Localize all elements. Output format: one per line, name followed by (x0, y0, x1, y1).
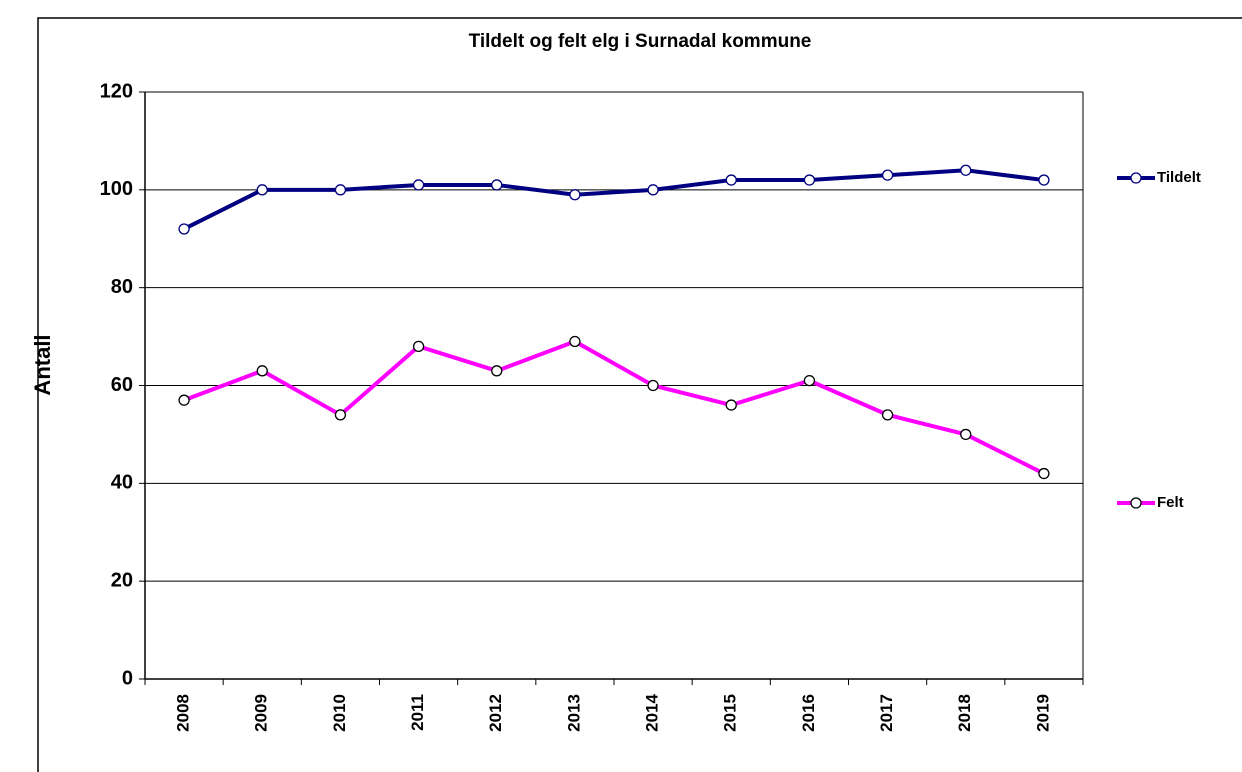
data-point (725, 399, 737, 411)
y-tick-label: 80 (111, 276, 133, 298)
x-tick-label: 2009 (252, 694, 271, 732)
data-point (334, 184, 347, 196)
legend-marker (1130, 172, 1142, 184)
y-tick-label: 20 (111, 569, 133, 591)
data-point (569, 335, 581, 348)
data-point (178, 394, 190, 406)
x-tick-label: 2010 (330, 694, 349, 732)
data-point (491, 179, 503, 191)
data-point (803, 374, 816, 387)
x-tick-label: 2017 (877, 694, 896, 732)
data-point (647, 379, 659, 392)
data-point (1038, 174, 1050, 186)
legend-label: Felt (1157, 494, 1184, 511)
y-tick-label: 60 (111, 374, 133, 396)
y-tick-label: 100 (100, 178, 133, 200)
x-tick-label: 2014 (643, 693, 662, 731)
data-point (1038, 467, 1050, 480)
x-tick-label: 2016 (799, 694, 818, 732)
data-point (881, 169, 894, 181)
y-tick-label: 120 (100, 80, 133, 102)
legend-label: Tildelt (1157, 169, 1201, 186)
data-point (256, 365, 268, 377)
data-point (256, 184, 268, 196)
data-point (803, 174, 816, 186)
data-point (412, 340, 425, 353)
x-tick-label: 2019 (1033, 694, 1052, 732)
data-point (960, 428, 972, 441)
series-line (183, 339, 1045, 476)
x-tick-label: 2011 (408, 694, 427, 731)
data-point (725, 174, 737, 186)
data-point (881, 409, 894, 421)
data-point (960, 164, 972, 176)
chart-frame (37, 17, 1242, 772)
x-tick-label: 2012 (486, 694, 505, 732)
data-point (569, 189, 581, 201)
data-point (178, 223, 190, 235)
data-point (647, 184, 659, 196)
data-point (334, 409, 347, 421)
data-point (412, 179, 425, 191)
y-tick-label: 0 (122, 667, 133, 689)
x-tick-label: 2008 (174, 694, 193, 732)
series-line (183, 168, 1045, 231)
data-point (491, 365, 503, 377)
y-tick-label: 40 (111, 472, 133, 494)
y-axis-label: Antall (30, 334, 55, 395)
chart-title: Tildelt og felt elg i Surnadal kommune (469, 31, 812, 52)
x-tick-label: 2015 (721, 694, 740, 732)
x-tick-label: 2018 (955, 694, 974, 732)
legend-marker (1130, 497, 1142, 509)
x-tick-label: 2013 (564, 694, 583, 732)
